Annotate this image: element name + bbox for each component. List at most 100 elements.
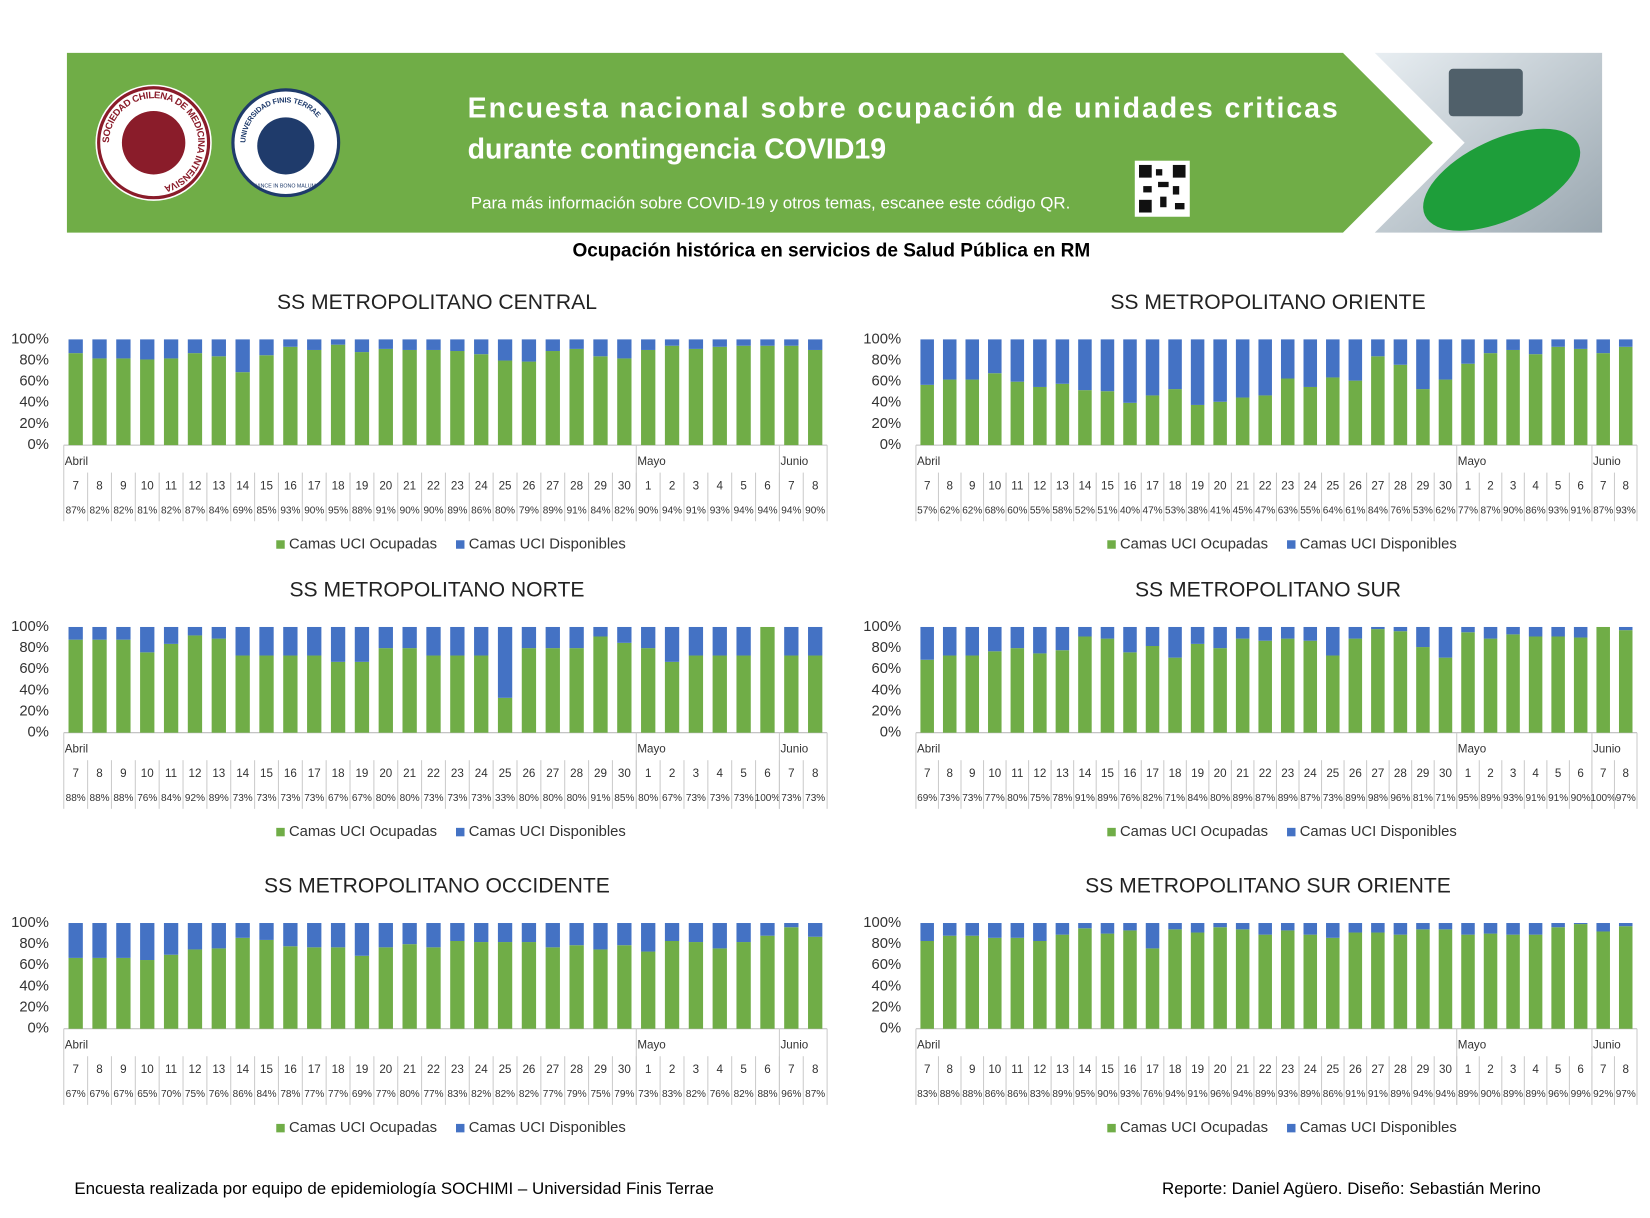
bar-segment <box>1303 339 1318 387</box>
x-tick-label: 20 <box>379 767 392 780</box>
y-tick-label: 80% <box>871 936 901 952</box>
bar-segment <box>68 353 83 446</box>
x-tick-label: 13 <box>1056 1063 1069 1076</box>
bar-segment <box>1123 339 1137 403</box>
bar-segment <box>641 339 656 350</box>
data-label: 82% <box>113 505 133 516</box>
data-label: 84% <box>209 505 229 516</box>
x-tick-label: 28 <box>570 479 583 492</box>
bar-segment <box>664 345 680 446</box>
data-label: 88% <box>113 793 133 804</box>
x-tick-label: 3 <box>1510 1063 1516 1076</box>
bar-segment <box>1280 923 1295 931</box>
bar-segment <box>736 655 751 733</box>
bar-segment <box>942 655 957 733</box>
bar-segment <box>1551 927 1565 1029</box>
data-label: 33% <box>495 793 515 804</box>
data-label: 99% <box>1571 1089 1591 1100</box>
bar-segment <box>1168 339 1182 390</box>
bar-segment <box>402 944 417 1029</box>
x-tick-label: 14 <box>1078 1063 1091 1076</box>
bar-segment <box>211 948 226 1029</box>
bar-segment <box>1348 923 1363 933</box>
bar-segment <box>1055 934 1070 1029</box>
bar-segment <box>593 626 608 637</box>
x-tick-label: 29 <box>1416 1063 1429 1076</box>
data-label: 47% <box>1255 505 1275 516</box>
data-label: 89% <box>1233 793 1253 804</box>
data-label: 82% <box>89 505 109 516</box>
bar-segment <box>140 923 155 961</box>
data-label: 91% <box>1345 1089 1365 1100</box>
data-label: 82% <box>614 505 634 516</box>
bar-segment <box>1190 404 1205 446</box>
group-label: Junio <box>1593 1039 1621 1052</box>
x-tick-label: 21 <box>403 767 416 780</box>
legend-swatch <box>276 540 285 549</box>
data-label: 91% <box>1188 1089 1208 1100</box>
bar-segment <box>808 339 823 350</box>
bar-segment <box>1551 626 1565 637</box>
x-tick-label: 23 <box>451 767 464 780</box>
x-tick-label: 7 <box>1600 479 1606 492</box>
bar-segment <box>307 947 322 1029</box>
bar-segment <box>942 339 957 380</box>
data-label: 80% <box>400 793 420 804</box>
data-label: 73% <box>447 793 467 804</box>
data-label: 87% <box>1593 505 1613 516</box>
x-tick-label: 14 <box>236 767 249 780</box>
bar-segment <box>474 942 489 1029</box>
bar-segment <box>1010 626 1025 649</box>
group-label: Mayo <box>1458 1039 1486 1052</box>
data-label: 55% <box>1300 505 1320 516</box>
bar-segment <box>1303 626 1318 641</box>
bar-segment <box>163 923 179 955</box>
bar-segment <box>784 345 799 446</box>
data-label: 96% <box>1548 1089 1568 1100</box>
x-tick-label: 9 <box>120 767 126 780</box>
data-label: 69% <box>233 505 253 516</box>
bar-segment <box>163 954 179 1029</box>
bar-segment <box>1010 339 1025 382</box>
legend-label: Camas UCI Ocupadas <box>1120 536 1268 552</box>
x-tick-label: 22 <box>427 1063 440 1076</box>
data-label: 86% <box>985 1089 1005 1100</box>
bar-segment <box>1145 923 1160 949</box>
bar-segment <box>1618 339 1633 347</box>
x-tick-label: 5 <box>1555 479 1561 492</box>
x-tick-label: 1 <box>645 1063 651 1076</box>
main-title: Ocupación histórica en servicios de Salu… <box>572 241 1090 262</box>
y-tick-label: 0% <box>880 1021 901 1037</box>
x-tick-label: 22 <box>427 767 440 780</box>
bar-segment <box>1100 933 1115 1029</box>
bar-segment <box>1190 339 1205 405</box>
group-label: Mayo <box>637 743 665 756</box>
x-tick-label: 7 <box>788 479 794 492</box>
bar-segment <box>593 923 608 950</box>
x-tick-label: 30 <box>1439 479 1452 492</box>
x-tick-label: 18 <box>332 1063 345 1076</box>
data-label: 78% <box>280 1089 300 1100</box>
bar-segment <box>1461 626 1475 633</box>
bar-segment <box>283 626 298 656</box>
group-label: Junio <box>780 455 808 468</box>
data-label: 86% <box>471 505 491 516</box>
data-label: 95% <box>328 505 348 516</box>
data-label: 88% <box>757 1089 777 1100</box>
header-title: durante contingencia COVID19 <box>468 134 887 166</box>
bar-segment <box>760 345 775 446</box>
bar-segment <box>784 655 799 733</box>
data-label: 88% <box>352 505 372 516</box>
data-label: 89% <box>1480 793 1500 804</box>
bar-segment <box>211 923 226 949</box>
bar-segment <box>1596 353 1610 446</box>
bar-segment <box>330 661 346 733</box>
y-tick-label: 40% <box>871 682 901 698</box>
data-label: 91% <box>590 793 610 804</box>
legend-swatch <box>1107 540 1116 549</box>
x-tick-label: 7 <box>72 767 78 780</box>
x-tick-label: 8 <box>1622 1063 1628 1076</box>
bar-segment <box>1393 923 1408 935</box>
data-label: 73% <box>710 793 730 804</box>
